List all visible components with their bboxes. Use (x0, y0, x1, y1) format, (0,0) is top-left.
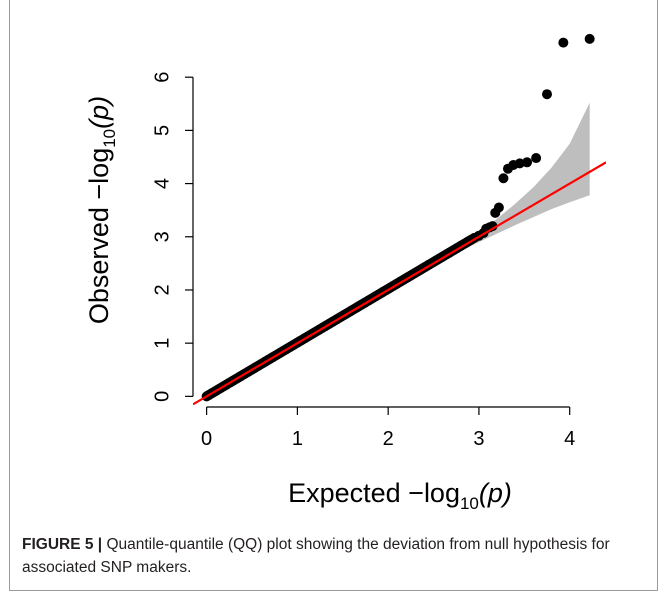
x-tick-label: 4 (564, 428, 575, 450)
data-point (498, 173, 509, 184)
y-tick-label: 3 (151, 231, 173, 242)
figure-frame (9, 0, 658, 591)
x-tick-label: 1 (292, 428, 303, 450)
data-points (201, 33, 595, 402)
data-point (558, 37, 569, 48)
y-axis-title: Observed −log10(p) (84, 96, 119, 324)
y-tick-label: 0 (151, 391, 173, 402)
y-tick-label: 1 (151, 338, 173, 349)
x-tick-label: 2 (383, 428, 394, 450)
data-point (487, 221, 498, 232)
y-tick-label: 5 (151, 125, 173, 136)
x-tick-label: 0 (201, 428, 212, 450)
figure-caption: FIGURE 5 | Quantile-quantile (QQ) plot s… (22, 533, 642, 579)
confidence-band (415, 102, 590, 276)
y-tick-label: 4 (151, 178, 173, 189)
x-tick-label: 3 (473, 428, 484, 450)
caption-label: FIGURE 5 | (22, 536, 103, 553)
data-point (584, 33, 595, 44)
y-tick-label: 6 (151, 72, 173, 83)
data-point (531, 153, 542, 164)
reference-line (193, 161, 606, 406)
x-axis-title: Expected −log10(p) (288, 478, 512, 513)
data-point (542, 89, 552, 100)
data-point (522, 157, 533, 168)
y-tick-label: 2 (151, 284, 173, 295)
caption-text: Quantile-quantile (QQ) plot showing the … (22, 536, 610, 576)
qq-plot: 0 1 2 3 4 0 1 2 3 4 5 6 Expected −log10(p) Observed −… (84, 33, 606, 513)
data-point (493, 202, 504, 213)
